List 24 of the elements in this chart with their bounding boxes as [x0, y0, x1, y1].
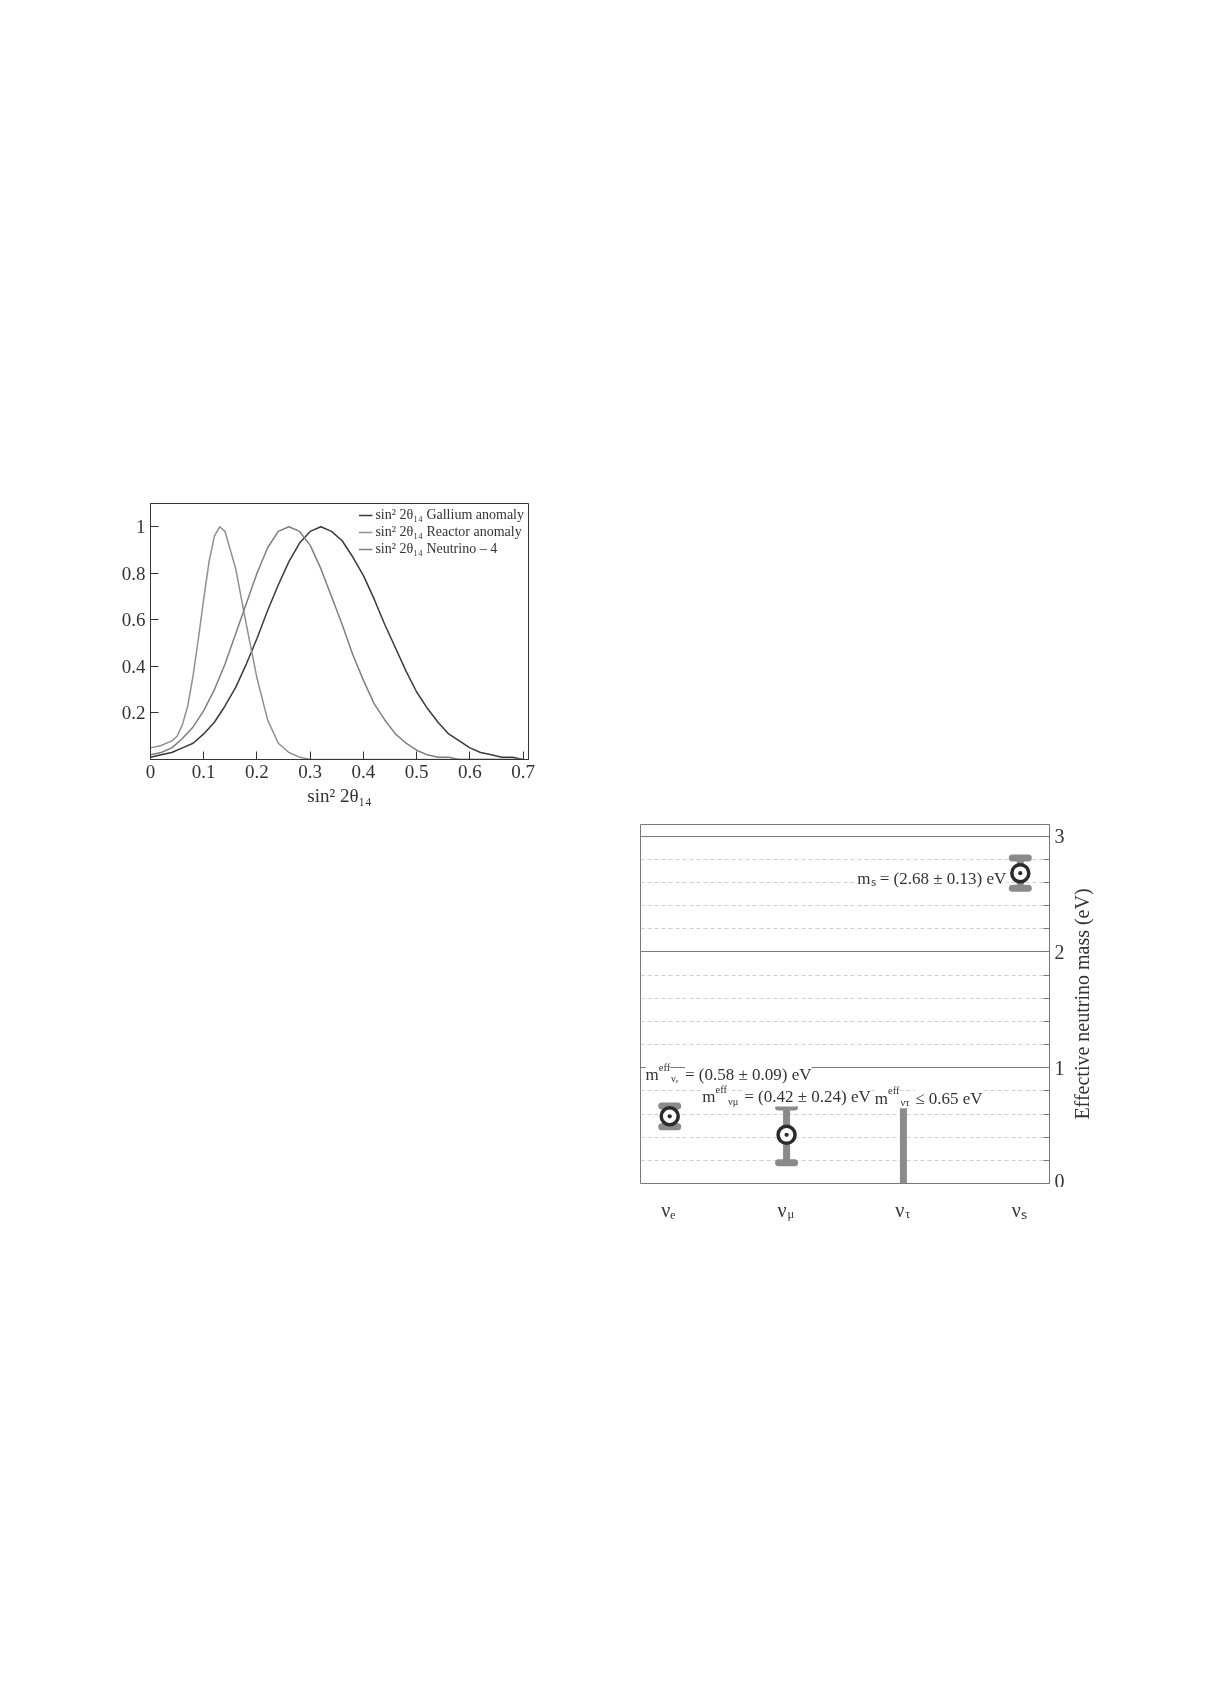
legend-label: sin² 2θ₁₄ Reactor anomaly	[375, 524, 522, 540]
legend-label: sin² 2θ₁₄ Gallium anomaly	[375, 507, 524, 523]
annotation: mₛ = (2.68 ± 0.13) eV	[857, 868, 1008, 888]
x-tick-label: 0.3	[298, 760, 323, 782]
legend-label: sin² 2θ₁₄ Neutrino – 4	[375, 541, 498, 557]
y-tick-label: 2	[1054, 940, 1065, 963]
x-tick-label: 0.5	[404, 760, 429, 782]
x-tick-label: 0.7	[511, 760, 536, 782]
y-tick-label: 0.8	[121, 562, 146, 584]
y-tick-label: 1	[1054, 1056, 1065, 1079]
x-axis-title: sin² 2θ₁₄	[307, 784, 372, 806]
y-tick-label: 0.6	[121, 609, 146, 631]
y-axis-title: Effective neutrino mass (eV)	[1070, 888, 1094, 1120]
x-tick-label: 0.2	[245, 760, 269, 782]
y-tick-label: 0.4	[121, 655, 146, 677]
y-tick-label: 0	[1054, 1169, 1065, 1192]
x-tick-label: 0.4	[351, 760, 376, 782]
y-tick-label: 1	[136, 516, 146, 538]
x-tick-label: 0.6	[458, 760, 482, 782]
y-tick-label: 0.2	[121, 702, 146, 724]
x-tick-label: νₛ	[1011, 1198, 1027, 1221]
y-tick-label: 3	[1054, 825, 1065, 848]
x-tick-label: 0.1	[191, 760, 216, 782]
x-tick-label: νₑ	[661, 1198, 676, 1221]
